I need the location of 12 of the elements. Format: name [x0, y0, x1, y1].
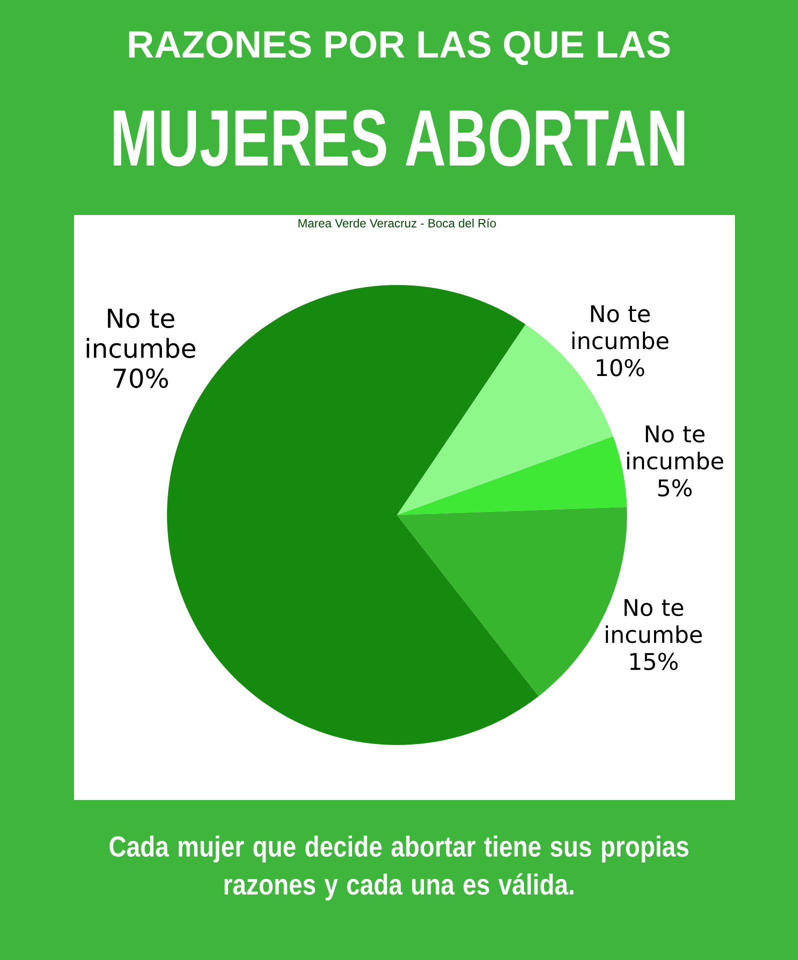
slice-label: No te incumbe — [572, 305, 668, 350]
data-label: 5% — [658, 479, 692, 497]
data-label: 10% — [596, 358, 644, 376]
data-label: 15% — [630, 652, 678, 670]
slice-label: No te incumbe — [86, 308, 196, 358]
chart-title: RAZONES POR LAS QUE LAS — [129, 30, 670, 65]
text: Cada mujer que decide abortar tiene sus propias razones y cada una es válida. — [110, 835, 688, 901]
chart-subtitle: MUJERES ABORTAN — [114, 110, 684, 166]
slice-label: No te incumbe — [606, 599, 702, 644]
text: Marea Verde Veracruz - Boca del Río — [298, 218, 496, 228]
slice-label: No te incumbe — [627, 425, 724, 470]
data-label: 70% — [114, 368, 168, 388]
